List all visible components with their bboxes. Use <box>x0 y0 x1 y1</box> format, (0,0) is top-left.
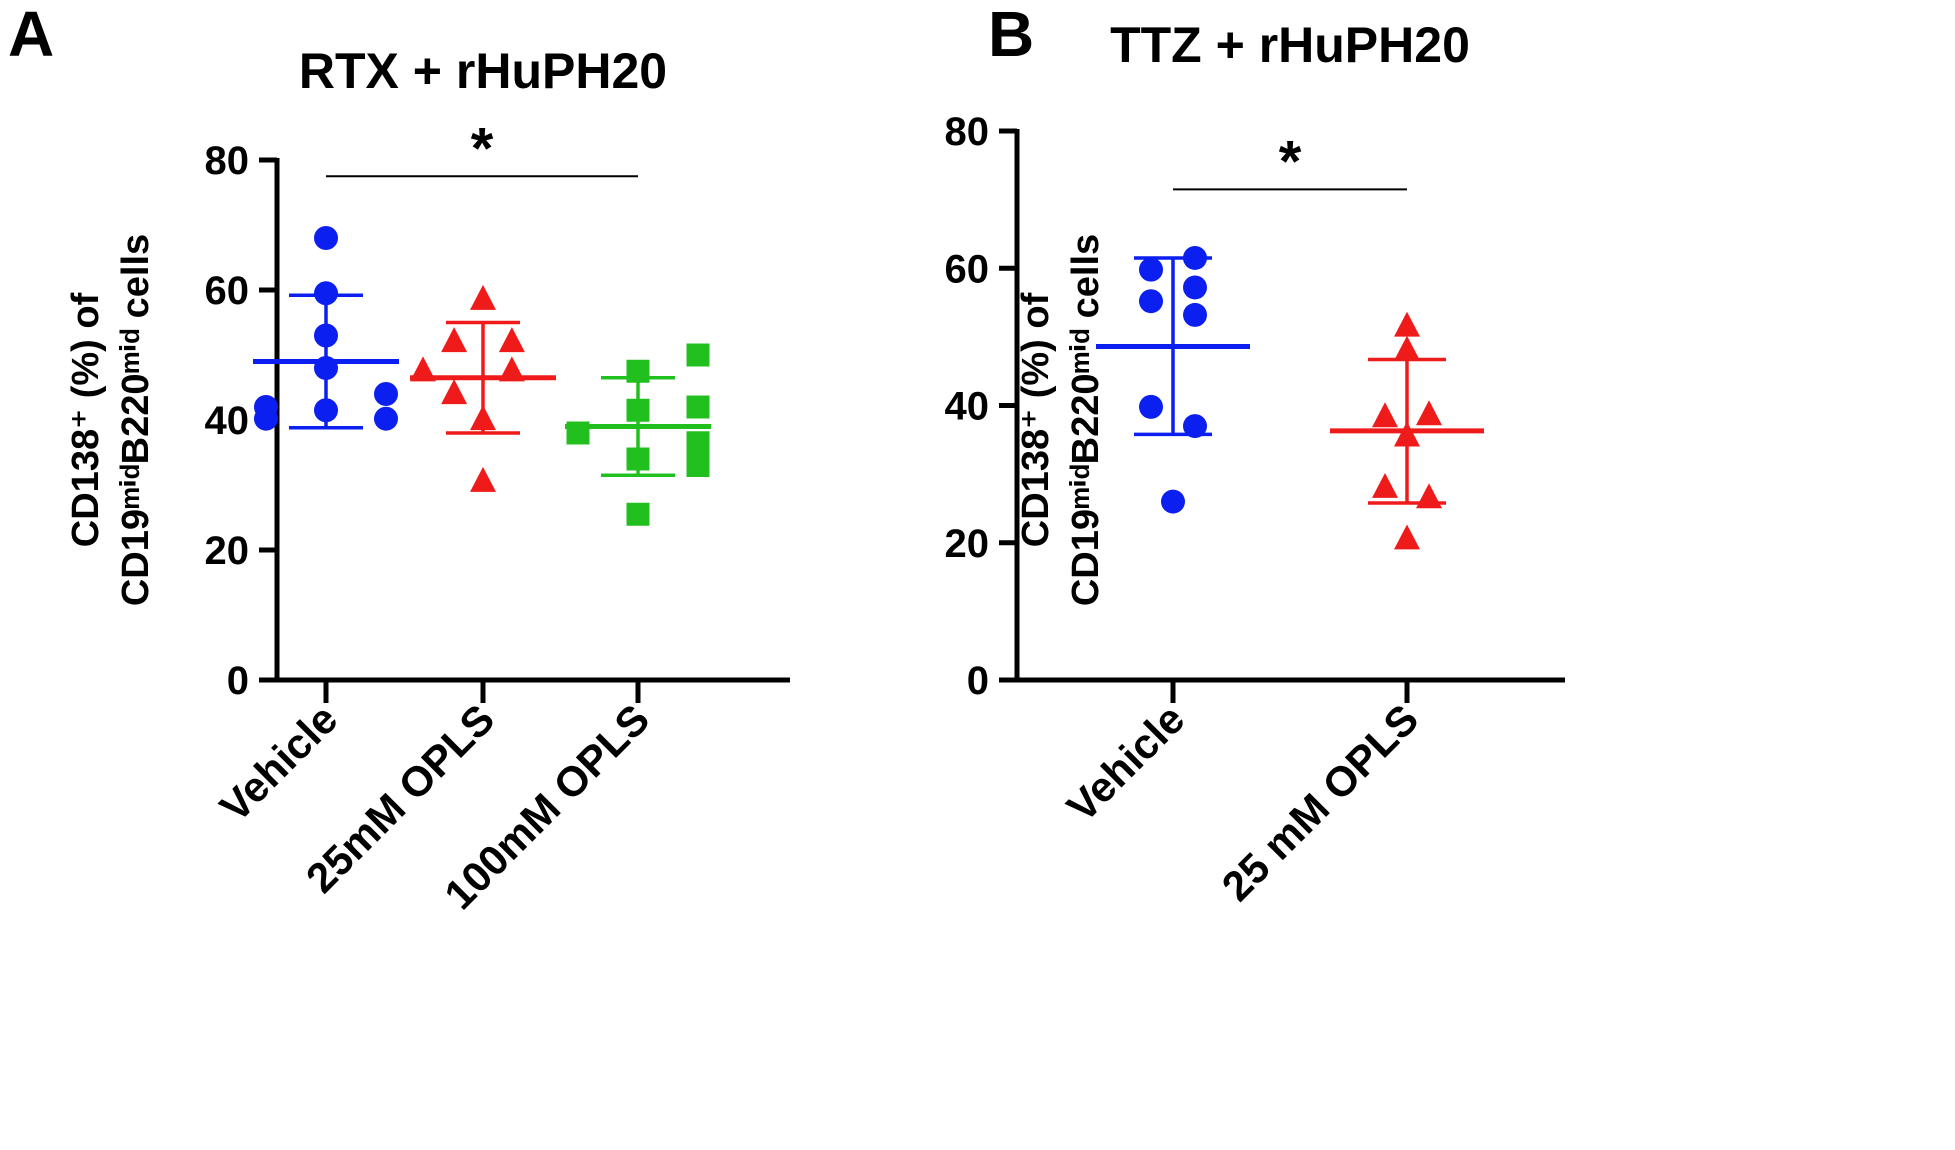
marks-b: * <box>1096 129 1484 550</box>
y-axis-label-b-line1: CD138⁺ (%) of <box>1015 292 1057 547</box>
panel-b: B TTZ + rHuPH20 CD138⁺ (%) of CD19ᵐⁱᵈB22… <box>945 0 1565 910</box>
series-a-vehicle <box>253 226 399 431</box>
significance-label-a-0: * <box>471 116 494 181</box>
data-point-b-vehicle-3 <box>1183 275 1207 300</box>
data-point-b-vehicle-0 <box>1139 257 1163 282</box>
x-category-label-b-1: 25 mM OPLS <box>1213 695 1428 910</box>
marks-a: * <box>253 116 711 526</box>
y-tick-label-b-0: 0 <box>967 659 989 703</box>
data-point-b-25-mm-opls-0 <box>1394 311 1420 337</box>
y-axis-label-a-line1: CD138⁺ (%) of <box>65 292 107 547</box>
data-point-b-25-mm-opls-3 <box>1416 400 1442 426</box>
data-point-b-25-mm-opls-1 <box>1394 335 1420 361</box>
series-b-vehicle <box>1096 245 1250 514</box>
data-point-b-vehicle-5 <box>1139 394 1163 419</box>
y-tick-label-a-60: 60 <box>205 269 250 313</box>
panel-a: A RTX + rHuPH20 CD138⁺ (%) of CD19ᵐⁱᵈB22… <box>8 0 790 918</box>
data-point-a-vehicle-7 <box>374 382 398 406</box>
data-point-a-100mm-opls-5 <box>686 431 710 455</box>
data-point-a-vehicle-0 <box>314 226 338 250</box>
data-point-a-25mm-opls-1 <box>441 327 468 353</box>
data-point-b-vehicle-6 <box>1183 414 1207 439</box>
y-tick-label-b-80: 80 <box>945 110 990 154</box>
x-category-label-a-0: Vehicle <box>211 695 347 831</box>
data-point-a-25mm-opls-7 <box>470 466 496 492</box>
series-a-100mm-opls <box>565 343 711 526</box>
y-tick-label-a-0: 0 <box>227 659 249 703</box>
y-tick-label-b-40: 40 <box>945 385 990 429</box>
data-point-b-25-mm-opls-5 <box>1372 472 1398 498</box>
data-point-a-25mm-opls-3 <box>410 356 436 382</box>
data-point-a-100mm-opls-8 <box>626 502 650 526</box>
y-axis-label-a-line2: CD19ᵐⁱᵈB220ᵐⁱᵈ cells <box>115 234 157 606</box>
data-point-b-vehicle-7 <box>1161 489 1185 514</box>
data-point-a-100mm-opls-7 <box>686 454 710 477</box>
data-point-a-vehicle-6 <box>254 395 278 419</box>
series-b-25-mm-opls <box>1330 311 1484 550</box>
chart-title-b: TTZ + rHuPH20 <box>1110 17 1470 73</box>
y-tick-label-a-20: 20 <box>205 529 250 573</box>
y-tick-label-a-80: 80 <box>205 139 250 183</box>
data-point-a-vehicle-1 <box>314 281 338 306</box>
data-point-a-100mm-opls-2 <box>686 395 710 419</box>
data-point-a-25mm-opls-0 <box>470 284 496 310</box>
data-point-a-25mm-opls-5 <box>441 379 468 405</box>
y-axis-label-b-line2: CD19ᵐⁱᵈB220ᵐⁱᵈ cells <box>1065 234 1107 606</box>
data-point-b-25-mm-opls-7 <box>1394 524 1420 550</box>
data-point-b-vehicle-4 <box>1183 302 1207 327</box>
panel-letter-a: A <box>8 0 54 70</box>
data-point-b-25-mm-opls-2 <box>1372 402 1398 428</box>
data-point-a-25mm-opls-4 <box>498 356 525 382</box>
significance-label-b-0: * <box>1279 129 1302 194</box>
y-tick-label-b-20: 20 <box>945 522 990 566</box>
y-tick-label-b-60: 60 <box>945 247 990 291</box>
series-a-25mm-opls <box>410 284 556 492</box>
chart-title-a: RTX + rHuPH20 <box>299 43 667 99</box>
y-tick-label-a-40: 40 <box>205 399 250 443</box>
data-point-a-vehicle-5 <box>374 406 398 431</box>
x-category-label-b-0: Vehicle <box>1058 695 1194 831</box>
panel-letter-b: B <box>988 0 1034 70</box>
data-point-a-100mm-opls-0 <box>686 343 710 367</box>
data-point-a-25mm-opls-2 <box>498 327 525 353</box>
data-point-b-vehicle-2 <box>1139 289 1163 314</box>
